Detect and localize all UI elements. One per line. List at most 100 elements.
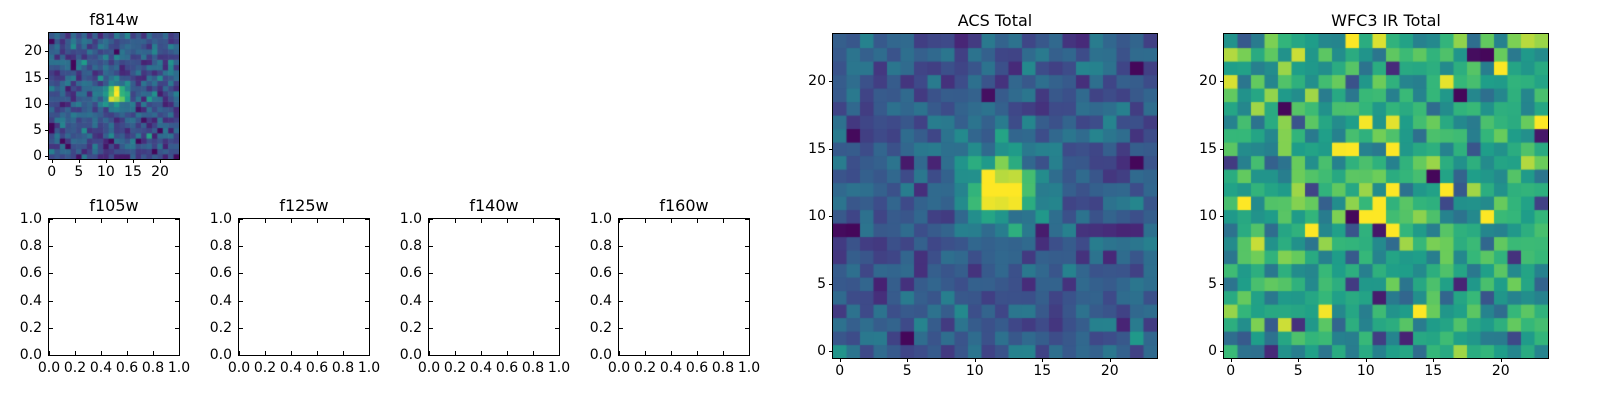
y-tick-mark (175, 300, 179, 302)
x-tick-mark (239, 219, 240, 223)
y-tick-label: 0.0 (399, 347, 422, 363)
x-tick-label: 1.0 (737, 360, 761, 376)
x-tick-mark (153, 351, 154, 355)
y-tick-label: 15 (808, 140, 826, 157)
x-tick-mark (127, 351, 128, 355)
x-tick-mark (455, 219, 456, 223)
x-tick-label: 10 (965, 363, 984, 379)
y-tick-label: 5 (817, 275, 826, 292)
x-tick-label: 0.2 (253, 360, 277, 376)
y-tick-label: 0.6 (589, 265, 612, 282)
x-tick-label: 0 (1226, 363, 1236, 379)
x-tick-label: 0.6 (305, 360, 329, 376)
x-tick-label: 0.8 (521, 360, 545, 376)
y-tick-label: 0.2 (209, 319, 232, 336)
y-tick-mark (829, 81, 833, 83)
x-tick-mark (317, 219, 318, 223)
y-tick-mark (619, 246, 623, 248)
x-tick-mark (127, 219, 128, 223)
x-tick-mark (645, 219, 646, 223)
x-tick-mark (697, 351, 698, 355)
y-tick-mark (429, 355, 433, 356)
y-tick-mark (1220, 148, 1224, 150)
x-tick-mark (101, 219, 102, 223)
y-tick-mark (175, 355, 179, 356)
x-tick-label: 5 (902, 363, 912, 379)
x-tick-label: 15 (1424, 363, 1443, 379)
y-tick-mark (619, 355, 623, 356)
x-tick-label: 0.0 (227, 360, 251, 376)
y-tick-mark (365, 273, 369, 275)
y-tick-label: 0.0 (209, 347, 232, 363)
x-tick-mark (101, 351, 102, 355)
x-tick-mark (343, 351, 344, 355)
x-tick-label: 0.2 (443, 360, 467, 376)
y-tick-mark (365, 246, 369, 248)
y-tick-mark (619, 219, 623, 220)
x-tick-mark (369, 219, 370, 223)
y-tick-mark (555, 246, 559, 248)
x-tick-label: 0.0 (37, 360, 61, 376)
x-tick-mark (671, 351, 672, 355)
y-tick-label: 10 (808, 208, 826, 225)
x-tick-label: 0 (835, 363, 845, 379)
x-tick-mark (749, 351, 750, 355)
y-tick-mark (45, 130, 49, 132)
plot-title-f140w: f140w (469, 196, 519, 216)
x-tick-label: 0.8 (331, 360, 355, 376)
y-tick-mark (49, 300, 53, 302)
y-tick-label: 5 (1208, 275, 1217, 292)
x-tick-mark (907, 358, 909, 362)
x-tick-mark (1365, 358, 1367, 362)
y-tick-mark (745, 246, 749, 248)
x-tick-mark (291, 219, 292, 223)
x-tick-label: 5 (1293, 363, 1303, 379)
y-tick-label: 0 (33, 148, 42, 165)
y-tick-mark (49, 327, 53, 329)
plot-title-f105w: f105w (89, 196, 139, 216)
y-tick-mark (1220, 216, 1224, 218)
y-tick-label: 0.2 (589, 319, 612, 336)
x-tick-mark (75, 351, 76, 355)
y-tick-mark (49, 273, 53, 275)
plot-title-f125w: f125w (279, 196, 329, 216)
y-tick-mark (1220, 351, 1224, 353)
subplot-f140w: f140w 0.0 0.2 0.4 0.6 0.8 1.0 0.0 0.2 0.4 0.6 0.8 1… (400, 197, 570, 375)
x-tick-mark (533, 351, 534, 355)
y-tick-mark (429, 219, 433, 220)
y-tick-mark (429, 327, 433, 329)
y-tick-label: 0.0 (19, 347, 42, 363)
y-tick-label: 1.0 (399, 211, 422, 227)
x-tick-mark (179, 351, 180, 355)
subplot-f160w: f160w 0.0 0.2 0.4 0.6 0.8 1.0 0.0 0.2 0.4 0.6 0.8 1… (590, 197, 760, 375)
y-tick-label: 0 (1208, 343, 1217, 360)
y-tick-mark (49, 219, 53, 220)
x-tick-label: 15 (124, 164, 142, 180)
subplot-acs-total: ACS Total 0 5 10 15 20 0 5 10 15 20 (808, 12, 1158, 378)
y-tick-label: 0.8 (209, 238, 232, 255)
y-tick-label: 0.6 (399, 265, 422, 282)
x-tick-mark (723, 351, 724, 355)
y-tick-label: 0.4 (19, 292, 42, 309)
y-tick-mark (429, 273, 433, 275)
x-tick-label: 1.0 (547, 360, 571, 376)
x-tick-mark (1230, 358, 1232, 362)
x-tick-mark (481, 351, 482, 355)
x-tick-mark (343, 219, 344, 223)
y-tick-mark (365, 327, 369, 329)
x-tick-label: 0.4 (89, 360, 113, 376)
x-tick-mark (1042, 358, 1044, 362)
y-tick-label: 15 (24, 69, 42, 86)
y-tick-mark (555, 300, 559, 302)
y-tick-mark (555, 273, 559, 275)
y-tick-mark (239, 300, 243, 302)
y-tick-mark (745, 219, 749, 220)
y-tick-mark (45, 156, 49, 158)
x-tick-label: 10 (1356, 363, 1375, 379)
x-tick-label: 0.6 (685, 360, 709, 376)
y-tick-mark (239, 219, 243, 220)
x-tick-mark (160, 159, 162, 163)
x-tick-label: 0.6 (495, 360, 519, 376)
x-tick-label: 10 (96, 164, 115, 180)
x-tick-label: 20 (151, 164, 169, 180)
